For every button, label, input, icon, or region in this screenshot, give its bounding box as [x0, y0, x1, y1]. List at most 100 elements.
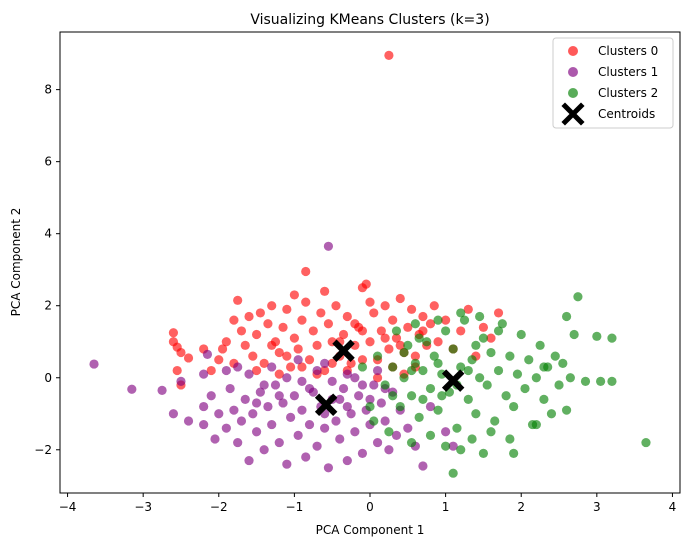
centroid-marker [314, 393, 338, 417]
cluster-1-point [365, 394, 375, 404]
cluster-0-point [369, 308, 379, 318]
cluster-2-point [410, 319, 420, 329]
cluster-1-point [244, 455, 254, 466]
x-tick-label: 0 [366, 500, 374, 514]
cluster-2-point [422, 337, 432, 347]
cluster-1-point [323, 241, 334, 251]
cluster-1-point [304, 419, 315, 430]
cluster-1-point [403, 423, 413, 433]
cluster-0-point [384, 344, 394, 354]
cluster-2-point [425, 383, 436, 394]
cluster-2-point [497, 319, 507, 329]
cluster-1-point [293, 355, 303, 365]
cluster-0-point [493, 308, 504, 318]
x-axis-ticks: −4 −3 −2 −1 0 1 2 3 4 [59, 493, 676, 514]
cluster-0-point [244, 311, 254, 322]
cluster-1-point [282, 459, 292, 469]
cluster-0-point [372, 373, 383, 383]
cluster-0-point [240, 340, 250, 350]
cluster-0-point [403, 322, 413, 332]
cluster-0-point [338, 329, 349, 340]
cluster-2-point [467, 355, 477, 365]
cluster-2-point [505, 434, 515, 444]
cluster-1-point [282, 373, 292, 383]
cluster-2-point [406, 391, 417, 401]
cluster-2-point [388, 391, 398, 401]
cluster-0-point [289, 333, 299, 343]
cluster-2-point [516, 329, 526, 340]
cluster-2-point [467, 434, 477, 444]
x-tick-label: −4 [59, 500, 77, 514]
cluster-2-point [596, 376, 606, 386]
cluster-0-point [172, 365, 182, 376]
cluster-1-point [301, 452, 311, 462]
cluster-0-point [327, 358, 337, 368]
cluster-0-point [282, 351, 292, 361]
cluster-1-point [199, 369, 209, 379]
y-tick-label: 0 [44, 371, 52, 385]
cluster-0-point [350, 319, 360, 329]
cluster-1-point [274, 391, 284, 401]
cluster-2-point [482, 380, 492, 390]
cluster-1-point [320, 423, 330, 433]
cluster-1-point [297, 376, 307, 386]
cluster-1-point [127, 384, 137, 394]
cluster-0-point [323, 319, 334, 329]
cluster-1-point [236, 416, 247, 426]
x-tick-label: 2 [517, 500, 525, 514]
cluster-1-point [221, 365, 231, 376]
cluster-0-point [176, 347, 186, 358]
x-axis-label: PCA Component 1 [316, 523, 425, 537]
cluster-1-point [293, 430, 303, 440]
cluster-2-point [478, 448, 489, 458]
cluster-0-point [304, 355, 315, 365]
cluster-2-point [561, 405, 572, 415]
cluster-2-point [607, 333, 617, 343]
cluster-1-point [251, 398, 262, 408]
cluster-2-point [463, 365, 473, 376]
cluster-2-point [399, 373, 409, 383]
cluster-2-point [433, 358, 443, 368]
cluster-1-point [342, 401, 352, 412]
cluster-2-point [471, 409, 481, 419]
cluster-0-point [316, 308, 326, 318]
cluster-0-point [320, 286, 330, 296]
cluster-2-point [554, 380, 564, 390]
cluster-2-point [478, 333, 489, 343]
cluster-1-point [372, 437, 383, 448]
cluster-1-point [199, 401, 209, 412]
cluster-0-point [217, 344, 228, 354]
cluster-2-point [433, 405, 443, 415]
cluster-0-point [456, 326, 466, 336]
cluster-1-point [312, 365, 322, 376]
cluster-1-point [376, 398, 386, 408]
cluster-1-point [214, 409, 224, 419]
cluster-2-point [399, 347, 409, 358]
cluster-0-point [221, 337, 231, 347]
cluster-0-point [365, 297, 375, 307]
cluster-0-point [406, 304, 417, 314]
cluster-0-point [357, 326, 368, 336]
cluster-0-point [297, 362, 307, 372]
cluster-1-point [346, 409, 356, 419]
cluster-2-point [433, 315, 443, 325]
cluster-1-point [289, 391, 299, 401]
cluster-2-point [395, 401, 405, 412]
cluster-1-point [304, 383, 315, 394]
y-axis-ticks: −2 0 2 4 6 8 [34, 83, 60, 457]
legend-label-centroids: Centroids [598, 107, 655, 121]
cluster-2-point [441, 326, 451, 336]
cluster-0-point [365, 337, 375, 347]
cluster-1-point [267, 362, 277, 372]
cluster-1-point [267, 419, 277, 430]
cluster-2-point [509, 401, 519, 412]
cluster-0-point [429, 301, 439, 311]
cluster-1-point [338, 383, 349, 394]
cluster-2-point [418, 394, 428, 404]
cluster-1-point [270, 380, 281, 390]
cluster-2-point [456, 308, 466, 318]
cluster-2-point [414, 412, 424, 422]
cluster-1-point [384, 445, 394, 455]
cluster-0-point [418, 326, 428, 336]
